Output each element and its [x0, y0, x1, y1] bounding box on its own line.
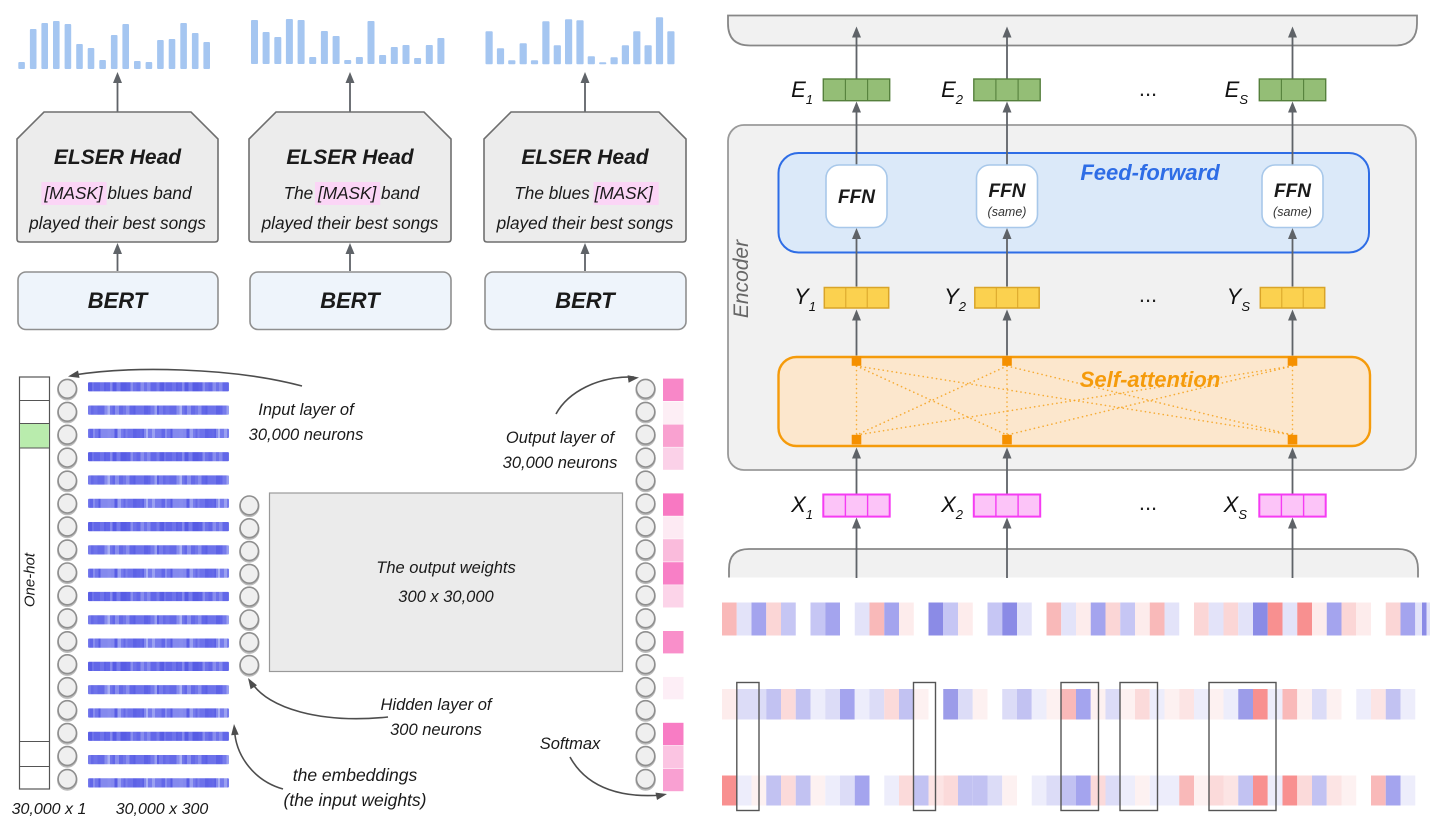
- svg-text:FFN: FFN: [989, 181, 1027, 202]
- svg-text:played their best songs: played their best songs: [261, 213, 439, 233]
- svg-text:One-hot: One-hot: [22, 552, 39, 607]
- svg-text:[MASK] blues band: [MASK] blues band: [43, 183, 193, 203]
- svg-text:...: ...: [1139, 490, 1157, 515]
- svg-text:FFN: FFN: [838, 187, 876, 208]
- svg-text:XS: XS: [1223, 492, 1248, 522]
- svg-text:Output layer of: Output layer of: [506, 429, 617, 447]
- svg-text:played their best songs: played their best songs: [28, 213, 206, 233]
- svg-text:30,000 neurons: 30,000 neurons: [503, 454, 618, 472]
- svg-text:300 neurons: 300 neurons: [390, 721, 482, 739]
- svg-text:...: ...: [1139, 282, 1157, 307]
- svg-text:Encoder: Encoder: [730, 239, 753, 318]
- svg-text:30,000 neurons: 30,000 neurons: [249, 426, 364, 444]
- svg-text:The output weights: The output weights: [376, 559, 515, 577]
- svg-text:X2: X2: [940, 492, 964, 522]
- svg-text:Softmax: Softmax: [540, 735, 601, 753]
- svg-text:(same): (same): [988, 205, 1027, 219]
- svg-text:300 x 30,000: 300 x 30,000: [398, 588, 494, 606]
- svg-text:X1: X1: [790, 492, 813, 522]
- svg-text:E2: E2: [941, 77, 964, 107]
- svg-text:BERT: BERT: [88, 288, 149, 313]
- svg-text:...: ...: [1139, 76, 1157, 101]
- svg-text:Input layer of: Input layer of: [258, 401, 356, 419]
- svg-text:BERT: BERT: [555, 288, 616, 313]
- svg-text:Feed-forward: Feed-forward: [1080, 160, 1220, 185]
- svg-text:(same): (same): [1273, 205, 1312, 219]
- svg-text:the embeddings: the embeddings: [293, 765, 418, 785]
- svg-text:ES: ES: [1225, 77, 1249, 107]
- svg-text:FFN: FFN: [1274, 181, 1312, 202]
- svg-text:ELSER Head: ELSER Head: [286, 146, 414, 169]
- svg-text:(the input weights): (the input weights): [284, 790, 427, 810]
- svg-text:played their best songs: played their best songs: [496, 213, 674, 233]
- svg-text:30,000 x 1: 30,000 x 1: [12, 801, 87, 818]
- svg-text:ELSER Head: ELSER Head: [521, 146, 649, 169]
- svg-text:The [MASK] band: The [MASK] band: [284, 183, 421, 203]
- svg-text:E1: E1: [791, 77, 813, 107]
- svg-text:BERT: BERT: [320, 288, 381, 313]
- svg-text:The blues [MASK]: The blues [MASK]: [514, 183, 654, 203]
- svg-text:Hidden layer of: Hidden layer of: [381, 696, 494, 714]
- svg-text:ELSER Head: ELSER Head: [54, 146, 182, 169]
- svg-text:30,000 x 300: 30,000 x 300: [116, 801, 209, 818]
